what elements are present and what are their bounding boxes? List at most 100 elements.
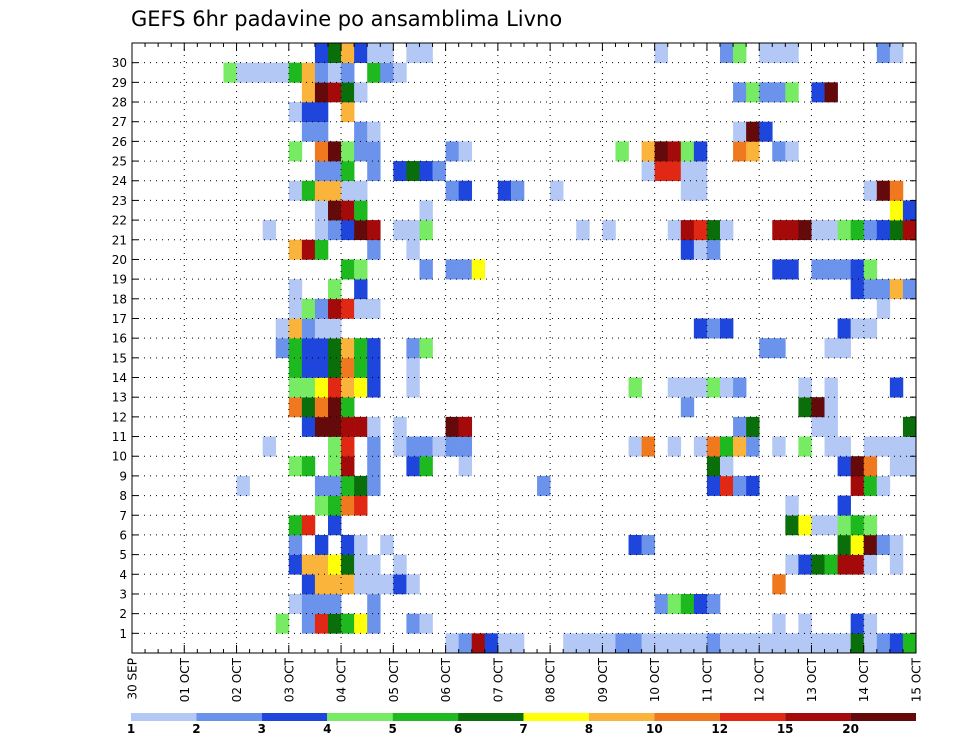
heatmap-cell bbox=[328, 318, 342, 339]
heatmap-cell bbox=[798, 613, 812, 634]
heatmap-cell bbox=[275, 318, 290, 339]
heatmap-cell bbox=[759, 43, 773, 63]
heatmap-cell bbox=[314, 239, 329, 260]
y-tick-label: 3 bbox=[119, 587, 127, 601]
x-tick-label: 15 OCT bbox=[910, 657, 924, 702]
heatmap-cell bbox=[902, 436, 917, 457]
heatmap-cell bbox=[367, 220, 381, 241]
y-tick-label: 12 bbox=[112, 410, 127, 424]
heatmap-cell bbox=[902, 200, 917, 221]
heatmap-cell bbox=[314, 534, 329, 555]
heatmap-cell bbox=[419, 259, 433, 280]
heatmap-cell bbox=[863, 220, 878, 241]
heatmap-cell bbox=[328, 613, 342, 634]
heatmap-cell bbox=[367, 593, 381, 614]
colorbar-level-label: 6 bbox=[454, 722, 462, 736]
heatmap-cell bbox=[236, 62, 250, 83]
heatmap-cell bbox=[354, 534, 368, 555]
heatmap-cell bbox=[863, 554, 878, 575]
heatmap-cell bbox=[301, 515, 316, 536]
heatmap-cell bbox=[393, 554, 407, 575]
heatmap-cell bbox=[706, 475, 721, 496]
heatmap-cell bbox=[445, 141, 459, 162]
heatmap-cell bbox=[863, 456, 878, 477]
x-tick-label: 07 OCT bbox=[491, 657, 505, 702]
heatmap-cell bbox=[314, 298, 329, 319]
heatmap-cell bbox=[772, 338, 786, 359]
colorbar-level-label: 7 bbox=[519, 722, 527, 736]
y-tick-label: 8 bbox=[119, 489, 127, 503]
heatmap-cell bbox=[680, 239, 695, 260]
heatmap-cell bbox=[785, 141, 799, 162]
heatmap-cell bbox=[706, 239, 721, 260]
heatmap-cell bbox=[733, 436, 747, 457]
heatmap-cell bbox=[497, 180, 512, 201]
heatmap-cell bbox=[406, 239, 420, 260]
heatmap-cell bbox=[667, 220, 682, 241]
heatmap-cell bbox=[406, 338, 420, 359]
heatmap-cell bbox=[798, 220, 812, 241]
y-tick-label: 26 bbox=[112, 135, 127, 149]
heatmap-cell bbox=[850, 534, 865, 555]
heatmap-cell bbox=[328, 416, 342, 437]
y-tick-label: 20 bbox=[112, 253, 127, 267]
heatmap-cell bbox=[863, 475, 878, 496]
heatmap-cell bbox=[354, 574, 368, 595]
heatmap-cell bbox=[798, 377, 812, 398]
heatmap-cell bbox=[863, 633, 878, 654]
heatmap-cell bbox=[863, 279, 878, 300]
heatmap-cell bbox=[889, 43, 904, 63]
heatmap-cell bbox=[341, 82, 355, 103]
heatmap-cell bbox=[314, 141, 329, 162]
heatmap-cell bbox=[563, 633, 577, 654]
heatmap-cell bbox=[301, 62, 316, 83]
heatmap-cell bbox=[314, 554, 329, 575]
x-tick-label: 06 OCT bbox=[439, 657, 453, 702]
heatmap-cell bbox=[354, 43, 368, 63]
heatmap-cell bbox=[341, 554, 355, 575]
heatmap-cell bbox=[720, 377, 734, 398]
heatmap-cell bbox=[550, 180, 564, 201]
heatmap-cell bbox=[314, 613, 329, 634]
y-tick-label: 23 bbox=[112, 194, 127, 208]
heatmap-cell bbox=[328, 298, 342, 319]
heatmap-cell bbox=[837, 338, 851, 359]
colorbar-level-label: 1 bbox=[127, 722, 135, 736]
heatmap-cell bbox=[301, 82, 316, 103]
heatmap-cell bbox=[367, 456, 381, 477]
heatmap-cell bbox=[367, 357, 381, 378]
heatmap-cell bbox=[772, 43, 786, 63]
heatmap-cell bbox=[863, 318, 878, 339]
heatmap-cell bbox=[811, 515, 825, 536]
heatmap-cell bbox=[693, 161, 708, 182]
heatmap-cell bbox=[341, 200, 355, 221]
heatmap-cell bbox=[419, 220, 433, 241]
heatmap-cell bbox=[354, 200, 368, 221]
heatmap-cell bbox=[876, 633, 891, 654]
heatmap-cell bbox=[301, 574, 316, 595]
heatmap-cell bbox=[824, 82, 838, 103]
colorbar: 1 2 3 4 5 6 7 8 10 12 15 20 bbox=[127, 713, 916, 736]
heatmap-cell bbox=[354, 495, 368, 516]
heatmap-cell bbox=[889, 633, 904, 654]
heatmap-cell bbox=[301, 357, 316, 378]
heatmap-cell bbox=[785, 82, 799, 103]
heatmap-cell bbox=[367, 554, 381, 575]
x-tick-label: 02 OCT bbox=[230, 657, 244, 702]
heatmap-cell bbox=[328, 456, 342, 477]
heatmap-cell bbox=[341, 475, 355, 496]
heatmap-cell bbox=[850, 613, 865, 634]
heatmap-cell bbox=[471, 633, 486, 654]
heatmap-cell bbox=[680, 633, 695, 654]
heatmap-cell bbox=[275, 338, 290, 359]
heatmap-cell bbox=[759, 82, 773, 103]
heatmap-cell bbox=[693, 593, 708, 614]
heatmap-cell bbox=[393, 220, 407, 241]
y-tick-label: 22 bbox=[112, 214, 127, 228]
heatmap-cell bbox=[837, 318, 851, 339]
heatmap-cell bbox=[328, 377, 342, 398]
heatmap-cell bbox=[314, 180, 329, 201]
heatmap-cell bbox=[746, 121, 760, 142]
heatmap-cell bbox=[654, 141, 669, 162]
heatmap-cell bbox=[811, 220, 825, 241]
